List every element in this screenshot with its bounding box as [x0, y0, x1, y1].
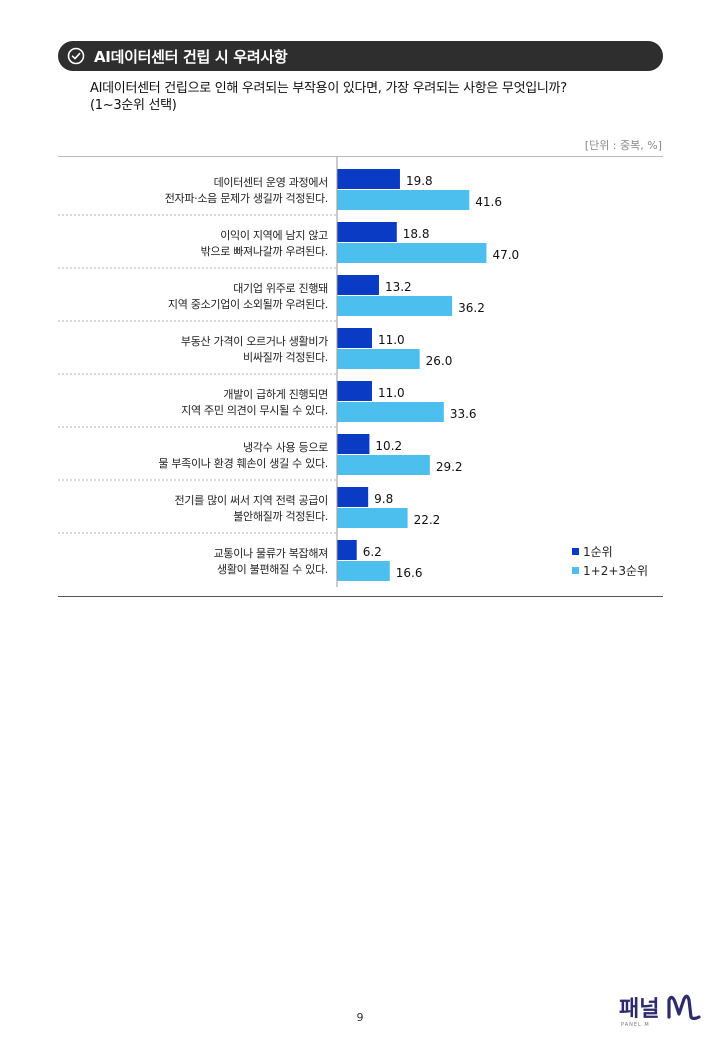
bar-rank123 — [337, 296, 453, 316]
bar-rank1 — [337, 222, 397, 242]
legend-label-rank123: 1+2+3순위 — [583, 564, 649, 578]
question-line-2: (1~3순위 선택) — [90, 98, 177, 113]
bar-rank123 — [337, 243, 487, 263]
bar-rank1 — [337, 540, 357, 560]
section-title-bar: AI데이터센터 건립 시 우려사항 — [58, 41, 663, 71]
category-label: 지역 중소기업이 소외될까 우려된다. — [168, 297, 328, 311]
bar-rank1 — [337, 328, 372, 348]
data-label: 33.6 — [450, 407, 477, 421]
svg-text:PANEL M: PANEL M — [621, 1022, 650, 1028]
category-label: 교통이나 물류가 복잡해져 — [214, 546, 328, 560]
data-label: 9.8 — [374, 492, 393, 506]
category-label: 전자파·소음 문제가 생길까 걱정된다. — [165, 192, 328, 205]
category-label: 물 부족이나 환경 훼손이 생길 수 있다. — [158, 457, 328, 470]
category-label: 대기업 위주로 진행돼 — [233, 282, 328, 295]
data-label: 10.2 — [375, 439, 402, 453]
category-label: 데이터센터 운영 과정에서 — [214, 176, 328, 189]
data-label: 13.2 — [385, 280, 412, 294]
bar-rank1 — [337, 275, 379, 295]
data-label: 26.0 — [426, 354, 453, 368]
category-label: 생활이 불편해질 수 있다. — [217, 562, 328, 576]
panel-m-logo: 패널 PANEL M — [619, 994, 701, 1028]
bar-rank1 — [337, 487, 369, 507]
data-label: 6.2 — [363, 545, 382, 559]
category-label: 부동산 가격이 오르거나 생활비가 — [181, 334, 328, 348]
legend-swatch-rank1 — [572, 548, 579, 555]
data-label: 41.6 — [475, 195, 502, 209]
category-label: 이익이 지역에 남지 않고 — [220, 229, 328, 242]
category-label: 비싸질까 걱정된다. — [243, 351, 328, 364]
bar-rank1 — [337, 434, 370, 454]
page-number: 9 — [356, 1011, 364, 1024]
category-label: 냉각수 사용 등으로 — [243, 441, 328, 454]
data-label: 16.6 — [396, 566, 423, 580]
chart-bottom-rule — [58, 596, 663, 597]
bar-rank123 — [337, 561, 390, 581]
bar-rank123 — [337, 190, 470, 210]
data-label: 36.2 — [458, 301, 485, 315]
category-label: 밖으로 빠져나갈까 우려된다. — [201, 244, 328, 258]
chart-legend: 1순위 1+2+3순위 — [572, 542, 648, 580]
bar-rank123 — [337, 508, 408, 528]
question-line-1: AI데이터센터 건립으로 인해 우려되는 부작용이 있다면, 가장 우려되는 사… — [90, 81, 567, 96]
bar-rank123 — [337, 455, 430, 475]
bar-rank1 — [337, 381, 372, 401]
data-label: 22.2 — [414, 513, 441, 527]
category-label: 개발이 급하게 진행되면 — [223, 387, 328, 401]
data-label: 11.0 — [378, 333, 405, 347]
bar-rank1 — [337, 169, 400, 189]
legend-item-rank123: 1+2+3순위 — [572, 561, 648, 580]
question-text: AI데이터센터 건립으로 인해 우려되는 부작용이 있다면, 가장 우려되는 사… — [90, 80, 567, 114]
category-label: 전기를 많이 써서 지역 전력 공급이 — [175, 494, 328, 507]
check-circle-icon — [66, 46, 86, 66]
section-title: AI데이터센터 건립 시 우려사항 — [94, 47, 288, 66]
legend-item-rank1: 1순위 — [572, 542, 648, 561]
bar-rank123 — [337, 349, 420, 369]
category-label: 지역 주민 의견이 무시될 수 있다. — [181, 403, 328, 417]
data-label: 18.8 — [403, 227, 430, 241]
unit-label: [단위 : 중복, %] — [584, 139, 662, 152]
data-label: 11.0 — [378, 386, 405, 400]
bar-rank123 — [337, 402, 444, 422]
data-label: 47.0 — [492, 248, 519, 262]
data-label: 29.2 — [436, 460, 463, 474]
legend-swatch-rank123 — [572, 567, 579, 574]
chart-top-rule — [58, 156, 663, 157]
svg-text:패널: 패널 — [619, 997, 659, 1022]
data-label: 19.8 — [406, 174, 433, 188]
legend-label-rank1: 1순위 — [583, 545, 613, 559]
category-label: 불안해질까 걱정된다. — [233, 509, 328, 523]
